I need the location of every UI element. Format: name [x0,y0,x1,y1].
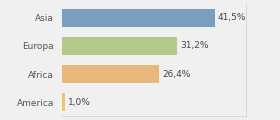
Bar [62,9,215,27]
Bar [62,65,159,83]
Text: 31,2%: 31,2% [180,41,208,50]
Text: 41,5%: 41,5% [218,13,246,22]
Text: 26,4%: 26,4% [162,70,190,79]
Text: 1,0%: 1,0% [68,98,91,107]
Bar [62,93,65,111]
Bar [62,37,177,55]
